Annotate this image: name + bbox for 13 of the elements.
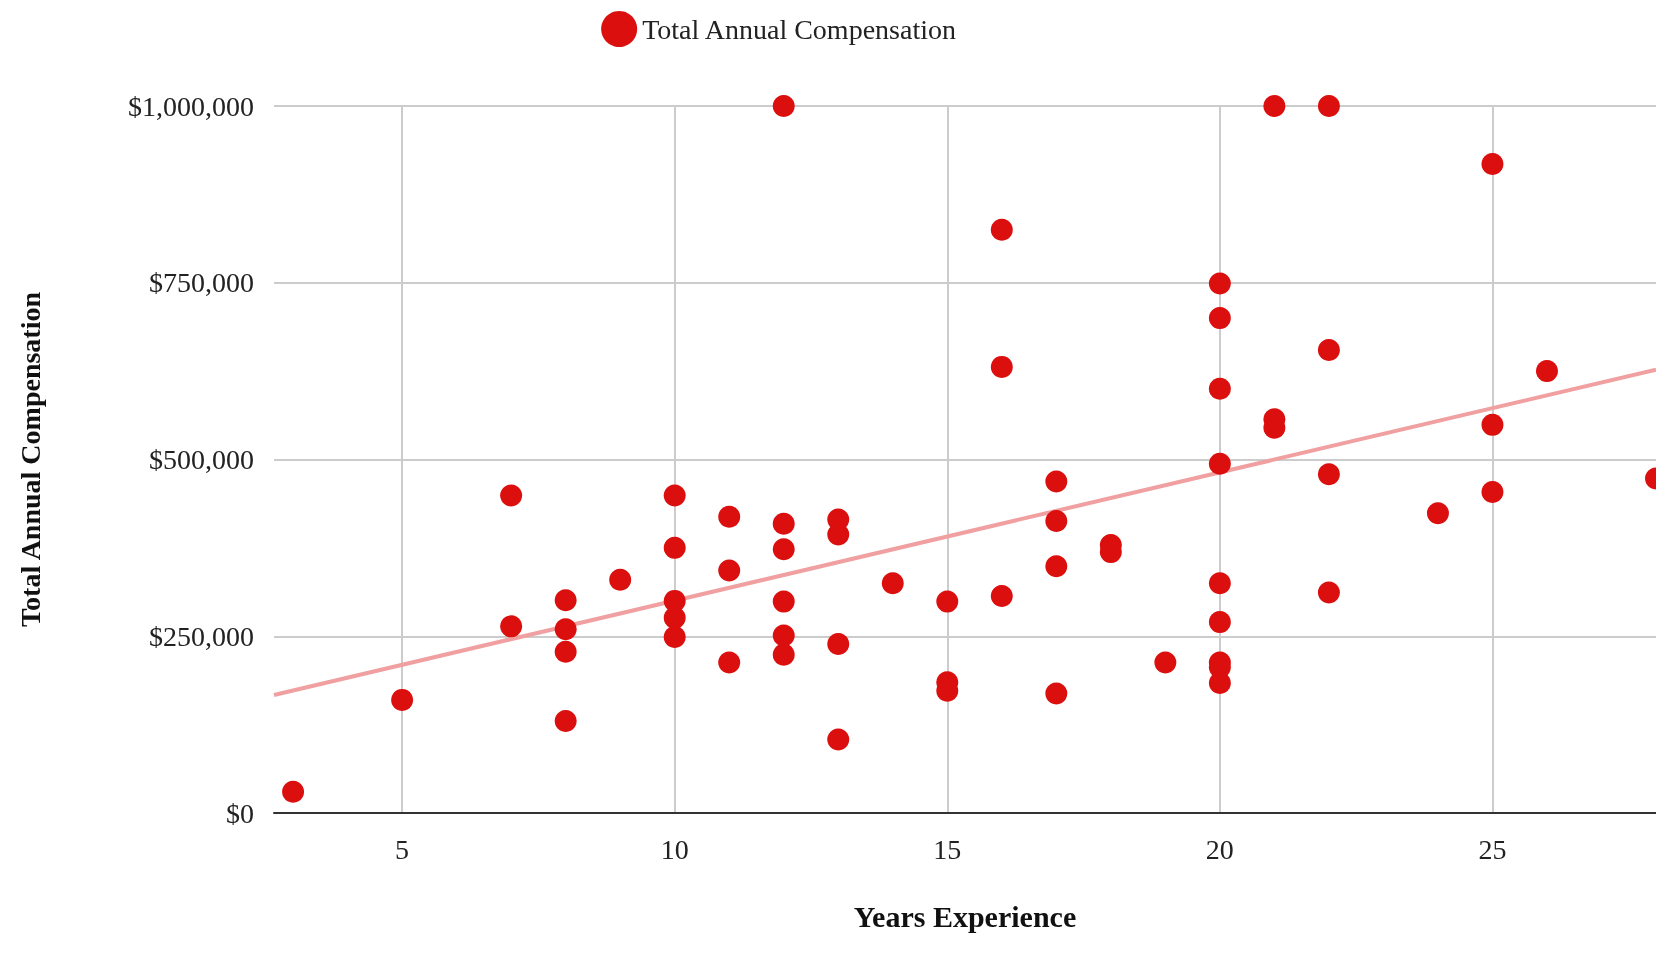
y-tick-label: $750,000 (149, 267, 254, 299)
y-tick-label: $250,000 (149, 620, 254, 652)
x-tick-label: 10 (660, 833, 689, 865)
y-tick-label: $500,000 (149, 444, 254, 475)
x-tick-label: 25 (1478, 833, 1507, 865)
x-tick-label: 15 (933, 833, 962, 865)
y-tick-label: $0 (226, 797, 254, 829)
x-axis-title: Years Experience (853, 899, 1077, 933)
y-tick-label: $1,000,000 (128, 90, 254, 122)
x-tick-label: 20 (1205, 833, 1234, 865)
y-axis-title: Total Annual Compensation (14, 291, 46, 628)
x-tick-label: 5 (395, 833, 410, 865)
legend-label: Total Annual Compensation (642, 13, 956, 45)
